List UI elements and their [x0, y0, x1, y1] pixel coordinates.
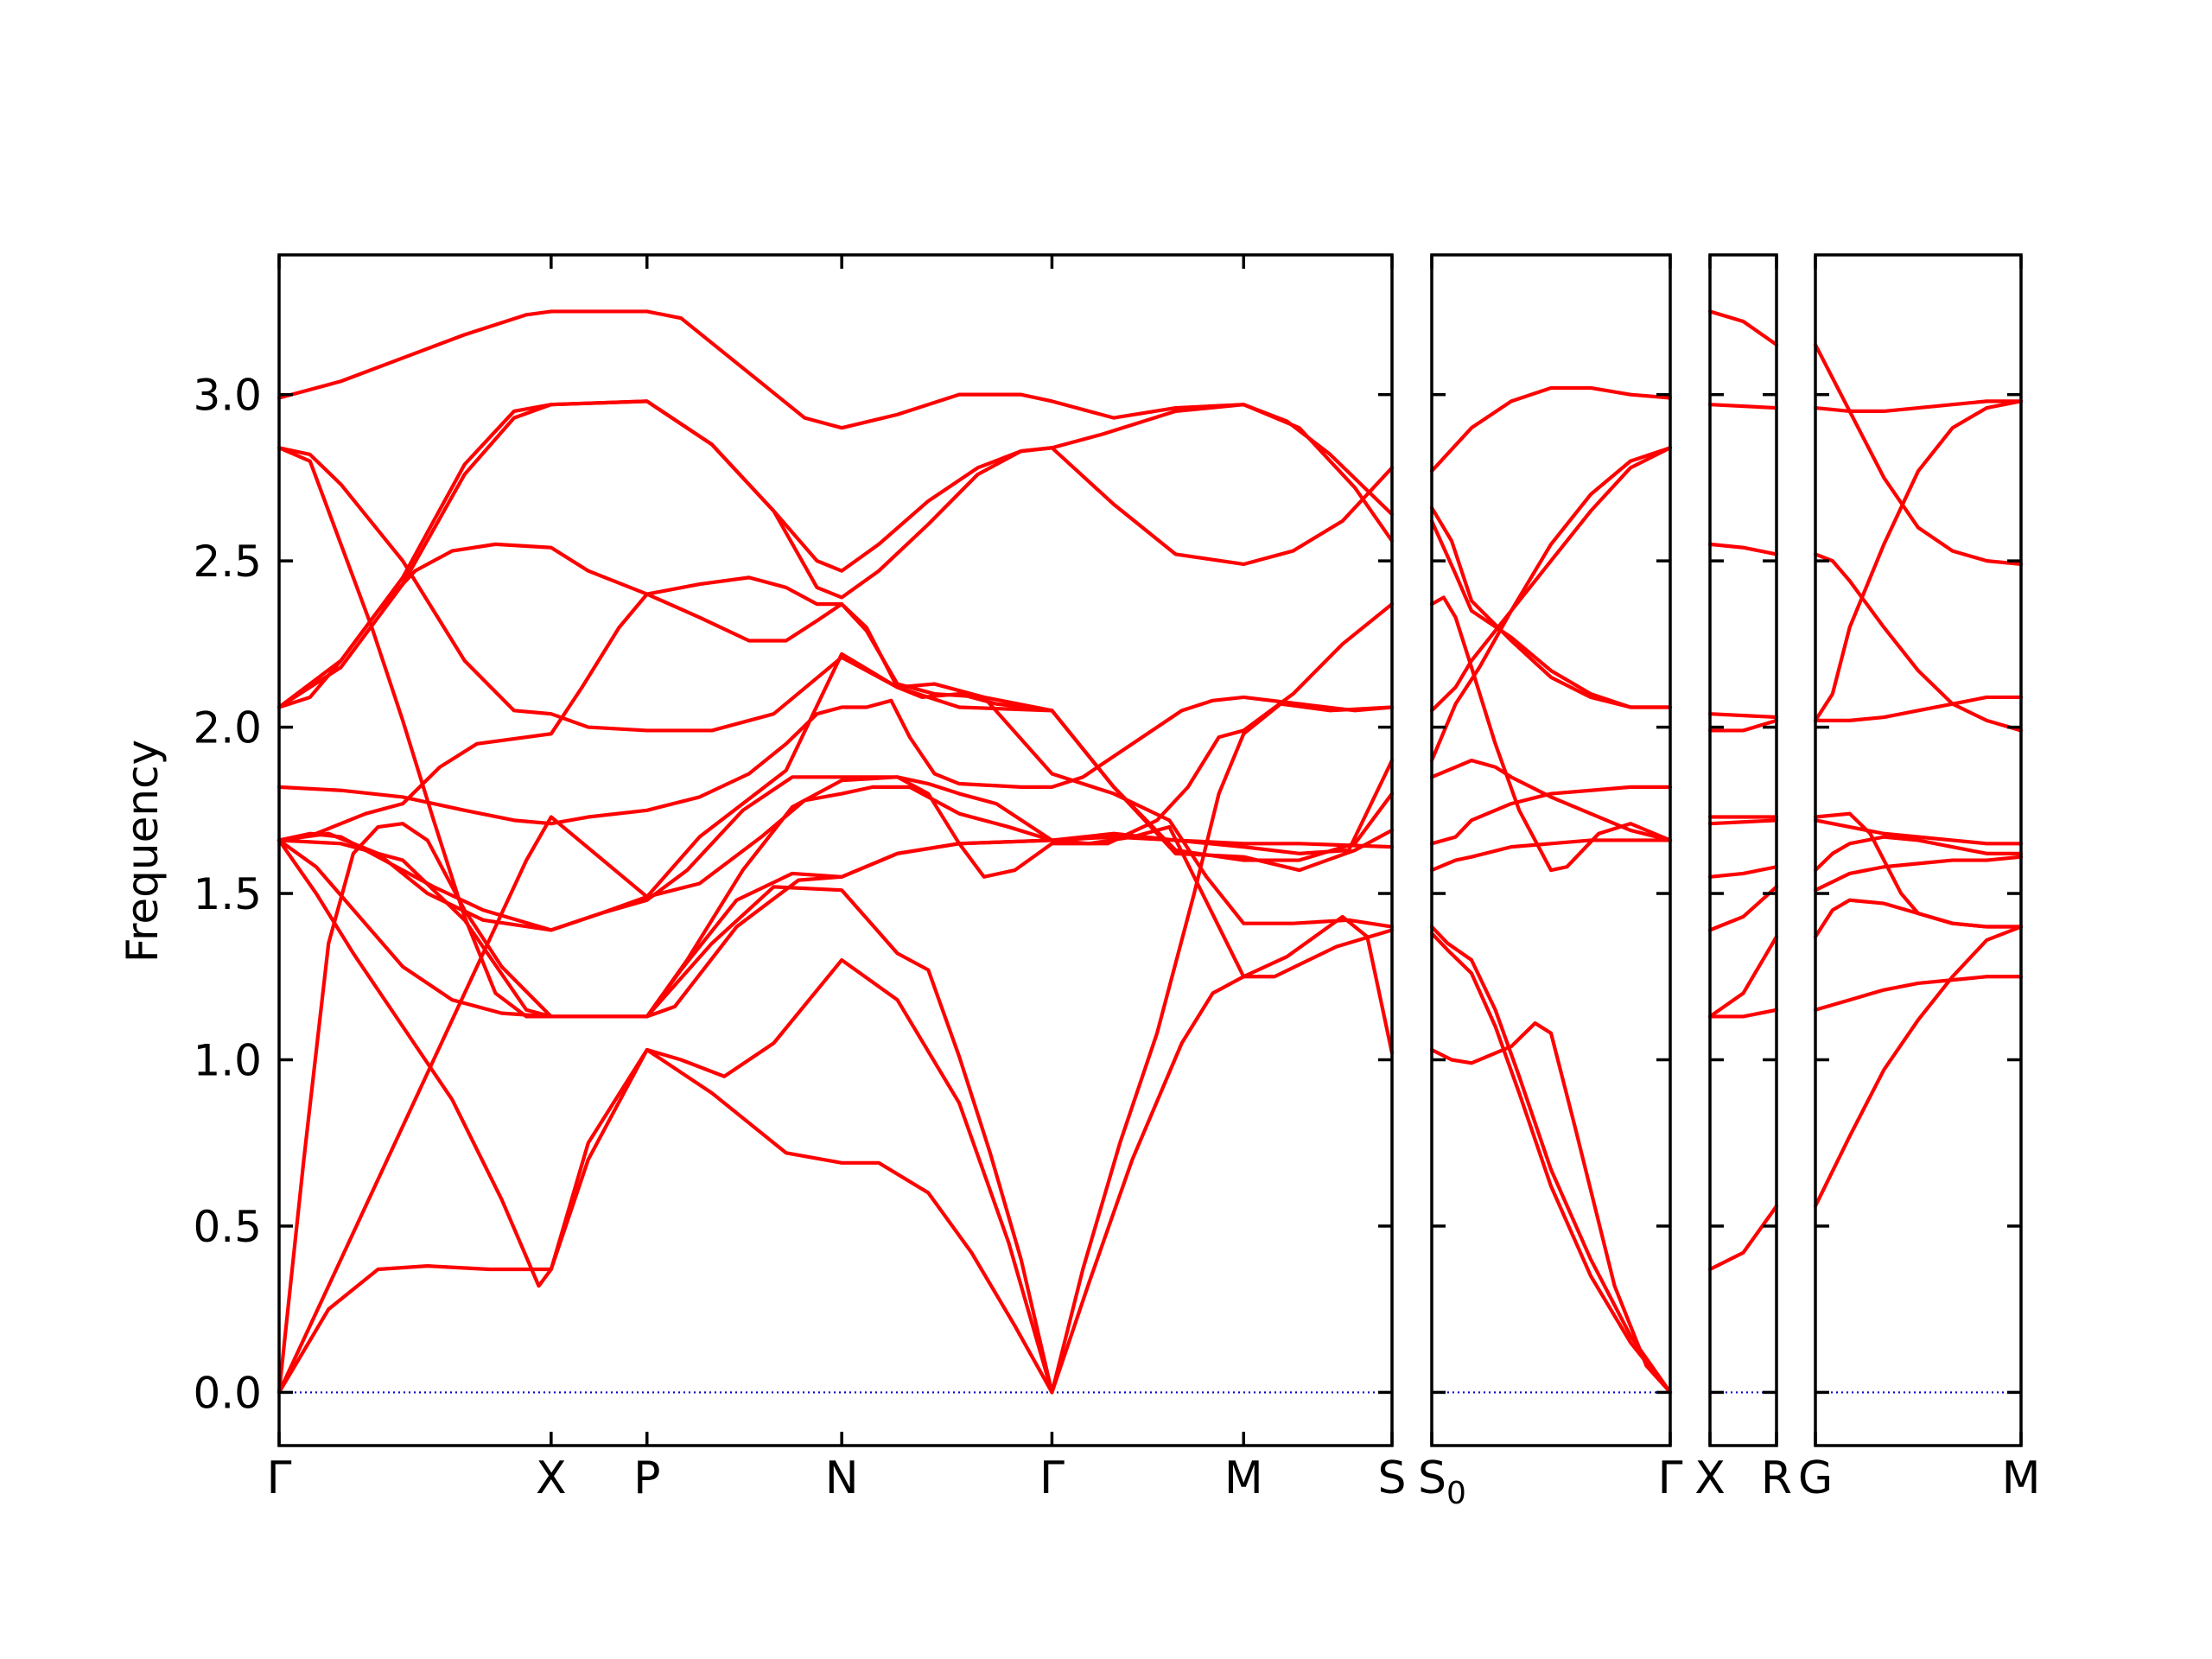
- band-line: [1707, 865, 1779, 879]
- band-line: [1050, 914, 1395, 1395]
- band-line: [276, 838, 1054, 1395]
- xtick-label: M: [1224, 1452, 1263, 1504]
- band-line: [1429, 925, 1673, 1395]
- band-line: [1707, 309, 1779, 347]
- band-line: [1813, 818, 2024, 846]
- band-line: [276, 652, 1054, 1395]
- band-line: [1429, 1021, 1673, 1395]
- band-line: [1429, 446, 1673, 763]
- ytick-label: 0.5: [193, 1202, 262, 1252]
- xtick-label: X: [536, 1452, 567, 1504]
- ytick-label: 1.0: [193, 1035, 262, 1085]
- band-line: [276, 575, 1395, 929]
- xtick-label: X: [1694, 1452, 1726, 1504]
- band-line: [1429, 385, 1673, 474]
- panels: 0.00.51.01.52.02.53.0Γ X P N Γ M S S0 Γ X R G M: [193, 253, 2041, 1511]
- y-axis-label: Frequency: [118, 740, 168, 963]
- xtick-label: N: [825, 1452, 859, 1504]
- band-line: [1813, 855, 2024, 893]
- band-line: [1050, 702, 1395, 1395]
- ytick-label: 1.5: [193, 869, 262, 919]
- band-line: [1429, 595, 1673, 873]
- band-line: [1429, 518, 1673, 709]
- xtick-label: S: [1377, 1452, 1406, 1504]
- xtick-label: G: [1798, 1452, 1833, 1504]
- band-line: [276, 602, 1395, 932]
- band-line: [1707, 885, 1779, 932]
- band-line: [1429, 446, 1673, 713]
- axes-frame: [1430, 253, 1672, 1447]
- band-line: [1707, 1204, 1779, 1272]
- xtick-label: Γ: [267, 1452, 292, 1504]
- band-line: [1813, 399, 2024, 414]
- ytick-label: 2.0: [193, 703, 262, 753]
- axes-frame: [1814, 253, 2023, 1447]
- band-line: [276, 446, 1395, 1019]
- band-line: [1707, 718, 1779, 733]
- xtick-label: P: [633, 1452, 660, 1504]
- band-line: [1429, 785, 1673, 846]
- band-line: [276, 822, 1054, 1395]
- band-line: [1813, 811, 2024, 929]
- ytick-label: 3.0: [193, 371, 262, 421]
- band-line: [1707, 542, 1779, 556]
- band-line: [276, 399, 1395, 709]
- band-line: [1813, 975, 2024, 1012]
- panel-1: 0.0 0.5 1.0 1.5 2.0 2.5 3.0 Γ X P N Γ M S: [193, 253, 1407, 1504]
- band-line: [1813, 925, 2024, 1208]
- band-line: [1707, 818, 1779, 826]
- band-line: [1707, 1007, 1779, 1019]
- xtick-label: Γ: [1039, 1452, 1065, 1504]
- band-line: [276, 1047, 1054, 1395]
- band-line: [1707, 403, 1779, 410]
- band-line: [1813, 898, 2024, 939]
- band-line: [276, 838, 1054, 1395]
- ytick-label: 0.0: [193, 1368, 262, 1418]
- band-line: [1429, 931, 1673, 1395]
- band-line: [1813, 552, 2024, 733]
- axes-frame: [277, 253, 1394, 1447]
- band-line: [1429, 838, 1673, 873]
- axes-frame: [1708, 253, 1778, 1447]
- band-line: [276, 399, 1395, 709]
- xtick-label: Γ: [1658, 1452, 1683, 1504]
- band-line: [1707, 934, 1779, 1019]
- xtick-label: S0: [1418, 1452, 1466, 1511]
- panel-2: S0 Γ: [1418, 253, 1683, 1511]
- band-line: [276, 542, 1395, 862]
- band-line: [276, 695, 1395, 826]
- ytick-label: 2.5: [193, 537, 262, 587]
- band-line: [1813, 835, 2024, 873]
- band-line: [1429, 505, 1673, 709]
- band-line: [1813, 342, 2024, 567]
- band-line: [1813, 399, 2024, 722]
- band-line: [1813, 695, 2024, 722]
- xtick-label: R: [1761, 1452, 1792, 1504]
- xtick-label: M: [2002, 1452, 2041, 1504]
- band-line: [1707, 712, 1779, 720]
- band-line: [276, 775, 1395, 1019]
- band-line: [1429, 758, 1673, 842]
